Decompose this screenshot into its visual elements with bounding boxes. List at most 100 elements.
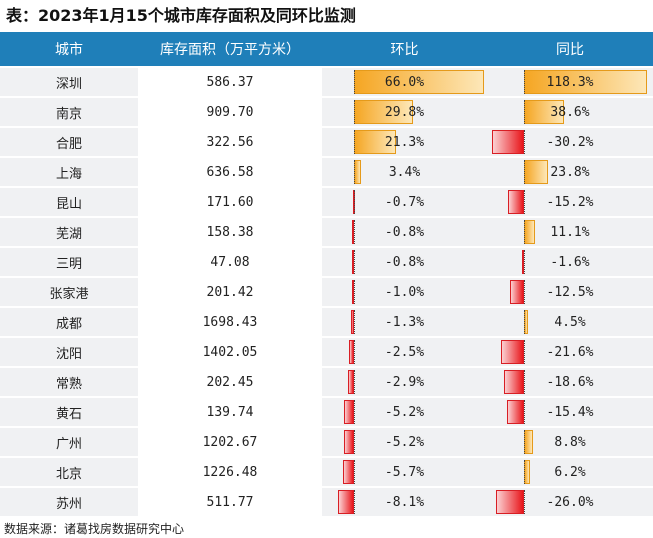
yoy-cell: -12.5% [487,278,653,306]
mom-cell: -2.9% [322,368,487,396]
yoy-bar-area [487,490,653,514]
yoy-bar [510,280,524,304]
yoy-cell: -26.0% [487,488,653,516]
mom-zero-axis [353,460,355,484]
mom-zero-axis [353,190,355,214]
yoy-zero-axis [523,100,525,124]
mom-zero-axis [353,160,355,184]
yoy-bar [507,400,524,424]
table-row: 黄石 139.74 -5.2% -15.4% [0,398,653,426]
area-cell: 909.70 [138,98,322,126]
yoy-zero-axis [523,340,525,364]
mom-value-label: -8.1% [384,494,425,510]
yoy-bar [500,340,524,364]
city-cell: 张家港 [0,278,138,306]
table-row: 成都 1698.43 -1.3% 4.5% [0,308,653,336]
city-cell: 昆山 [0,188,138,216]
yoy-zero-axis [523,130,525,154]
yoy-zero-axis [523,310,525,334]
mom-zero-axis [353,370,355,394]
yoy-cell: 8.8% [487,428,653,456]
mom-zero-axis [353,490,355,514]
mom-value-label: 21.3% [384,134,425,150]
city-cell: 北京 [0,458,138,486]
yoy-bar-area [487,400,653,424]
mom-zero-axis [353,430,355,454]
table-row: 张家港 201.42 -1.0% -12.5% [0,278,653,306]
mom-cell: -0.8% [322,218,487,246]
mom-bar [343,430,354,454]
yoy-value-label: -21.6% [546,344,594,360]
mom-bar-area [322,250,487,274]
mom-bar [351,280,354,304]
table-row: 三明 47.08 -0.8% -1.6% [0,248,653,276]
mom-cell: -0.7% [322,188,487,216]
header-yoy: 同比 [487,32,653,66]
area-cell: 1226.48 [138,458,322,486]
mom-bar-area [322,340,487,364]
mom-zero-axis [353,100,355,124]
area-cell: 636.58 [138,158,322,186]
yoy-zero-axis [523,280,525,304]
inventory-table-wrapper: 城市 库存面积（万平方米） 环比 同比 深圳 586.37 66.0% 118.3% 南… [0,32,653,518]
mom-value-label: 29.8% [384,104,425,120]
yoy-value-label: 118.3% [546,74,594,90]
yoy-value-label: 4.5% [554,314,586,330]
mom-bar [353,70,484,94]
yoy-value-label: -26.0% [546,494,594,510]
mom-cell: -2.5% [322,338,487,366]
header-city: 城市 [0,32,138,66]
mom-value-label: -5.7% [384,464,425,480]
yoy-bar-area [487,340,653,364]
mom-value-label: 3.4% [388,164,421,180]
mom-bar [338,490,354,514]
yoy-value-label: -15.2% [546,194,594,210]
city-cell: 黄石 [0,398,138,426]
area-cell: 202.45 [138,368,322,396]
mom-cell: 29.8% [322,98,487,126]
area-cell: 511.77 [138,488,322,516]
yoy-cell: -15.4% [487,398,653,426]
yoy-bar [523,70,647,94]
area-cell: 1402.05 [138,338,322,366]
city-cell: 南京 [0,98,138,126]
table-body: 深圳 586.37 66.0% 118.3% 南京 909.70 29.8% 38.6% 合肥 3… [0,68,653,516]
table-row: 深圳 586.37 66.0% 118.3% [0,68,653,96]
mom-bar-area [322,190,487,214]
yoy-zero-axis [523,490,525,514]
area-cell: 586.37 [138,68,322,96]
mom-cell: -8.1% [322,488,487,516]
table-row: 常熟 202.45 -2.9% -18.6% [0,368,653,396]
yoy-cell: -21.6% [487,338,653,366]
mom-cell: 3.4% [322,158,487,186]
mom-zero-axis [353,220,355,244]
yoy-value-label: 8.8% [554,434,586,450]
mom-value-label: -1.0% [384,284,425,300]
mom-bar [352,250,355,274]
mom-bar [352,220,355,244]
mom-bar [351,310,354,334]
header-area: 库存面积（万平方米） [138,32,322,66]
yoy-zero-axis [523,190,525,214]
mom-cell: -0.8% [322,248,487,276]
yoy-cell: -30.2% [487,128,653,156]
yoy-zero-axis [523,160,525,184]
mom-bar-area [322,490,487,514]
yoy-value-label: 11.1% [550,224,590,240]
city-cell: 广州 [0,428,138,456]
mom-value-label: -0.8% [384,254,425,270]
yoy-cell: 11.1% [487,218,653,246]
mom-bar-area [322,460,487,484]
mom-zero-axis [353,250,355,274]
yoy-bar-area [487,130,653,154]
yoy-bar [504,370,524,394]
mom-bar-area [322,370,487,394]
yoy-value-label: 38.6% [550,104,590,120]
mom-zero-axis [353,340,355,364]
mom-bar [348,370,354,394]
city-cell: 苏州 [0,488,138,516]
mom-cell: -5.7% [322,458,487,486]
source-note: 数据来源：诸葛找房数据研究中心 [4,522,185,536]
table-row: 南京 909.70 29.8% 38.6% [0,98,653,126]
mom-value-label: -1.3% [384,314,425,330]
